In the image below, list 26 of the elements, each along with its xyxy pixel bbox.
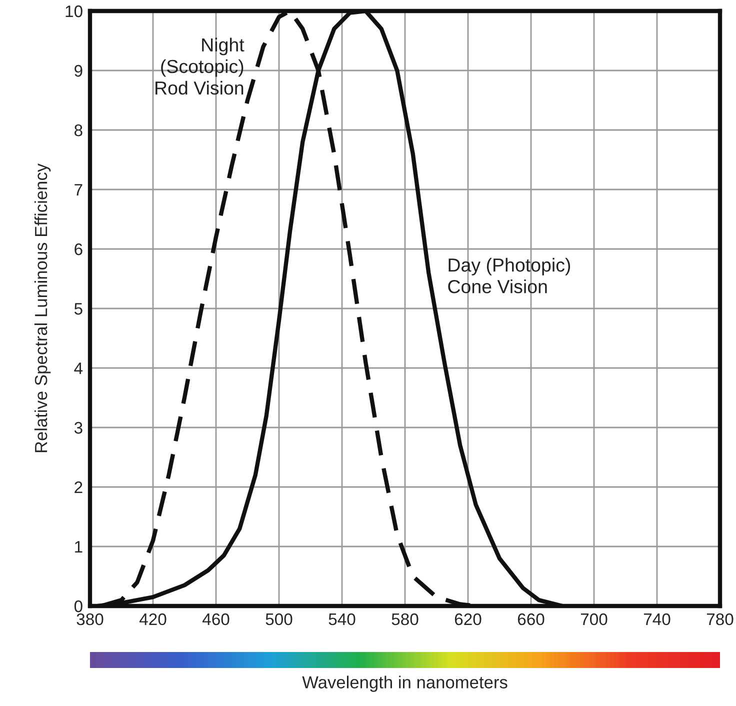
y-tick-label: 5 (74, 303, 82, 315)
y-tick-label: 4 (74, 362, 83, 374)
y-tick-label: 3 (74, 422, 82, 434)
x-tick-label: 460 (202, 613, 230, 626)
x-tick-label: 420 (139, 613, 166, 626)
series-label: Night (Scotopic) Rod Vision (156, 38, 244, 95)
y-tick-label: 0 (74, 600, 82, 612)
x-axis-title: Wavelength in nanometers (302, 676, 508, 692)
x-tick-label: 780 (706, 613, 734, 626)
y-tick-label: 6 (74, 243, 82, 256)
x-tick-label: 500 (266, 613, 292, 626)
y-axis-title: Relative Spectral Luminous Efficiency (34, 163, 51, 452)
y-tick-label: 8 (74, 124, 82, 136)
x-tick-label: 660 (518, 613, 544, 626)
y-tick-label: 1 (75, 541, 82, 553)
y-tick-label: 9 (74, 64, 82, 77)
x-tick-label: 620 (454, 613, 482, 626)
x-tick-label: 540 (328, 613, 356, 626)
x-tick-label: 700 (580, 613, 608, 626)
y-tick-label: 10 (66, 5, 82, 18)
x-tick-label: 380 (76, 613, 104, 626)
x-tick-label: 580 (392, 613, 418, 626)
y-tick-label: 7 (74, 184, 82, 196)
series-label: Day (Photopic) Cone Vision (448, 258, 570, 294)
x-tick-label: 740 (644, 613, 670, 626)
y-tick-label: 2 (74, 481, 82, 494)
